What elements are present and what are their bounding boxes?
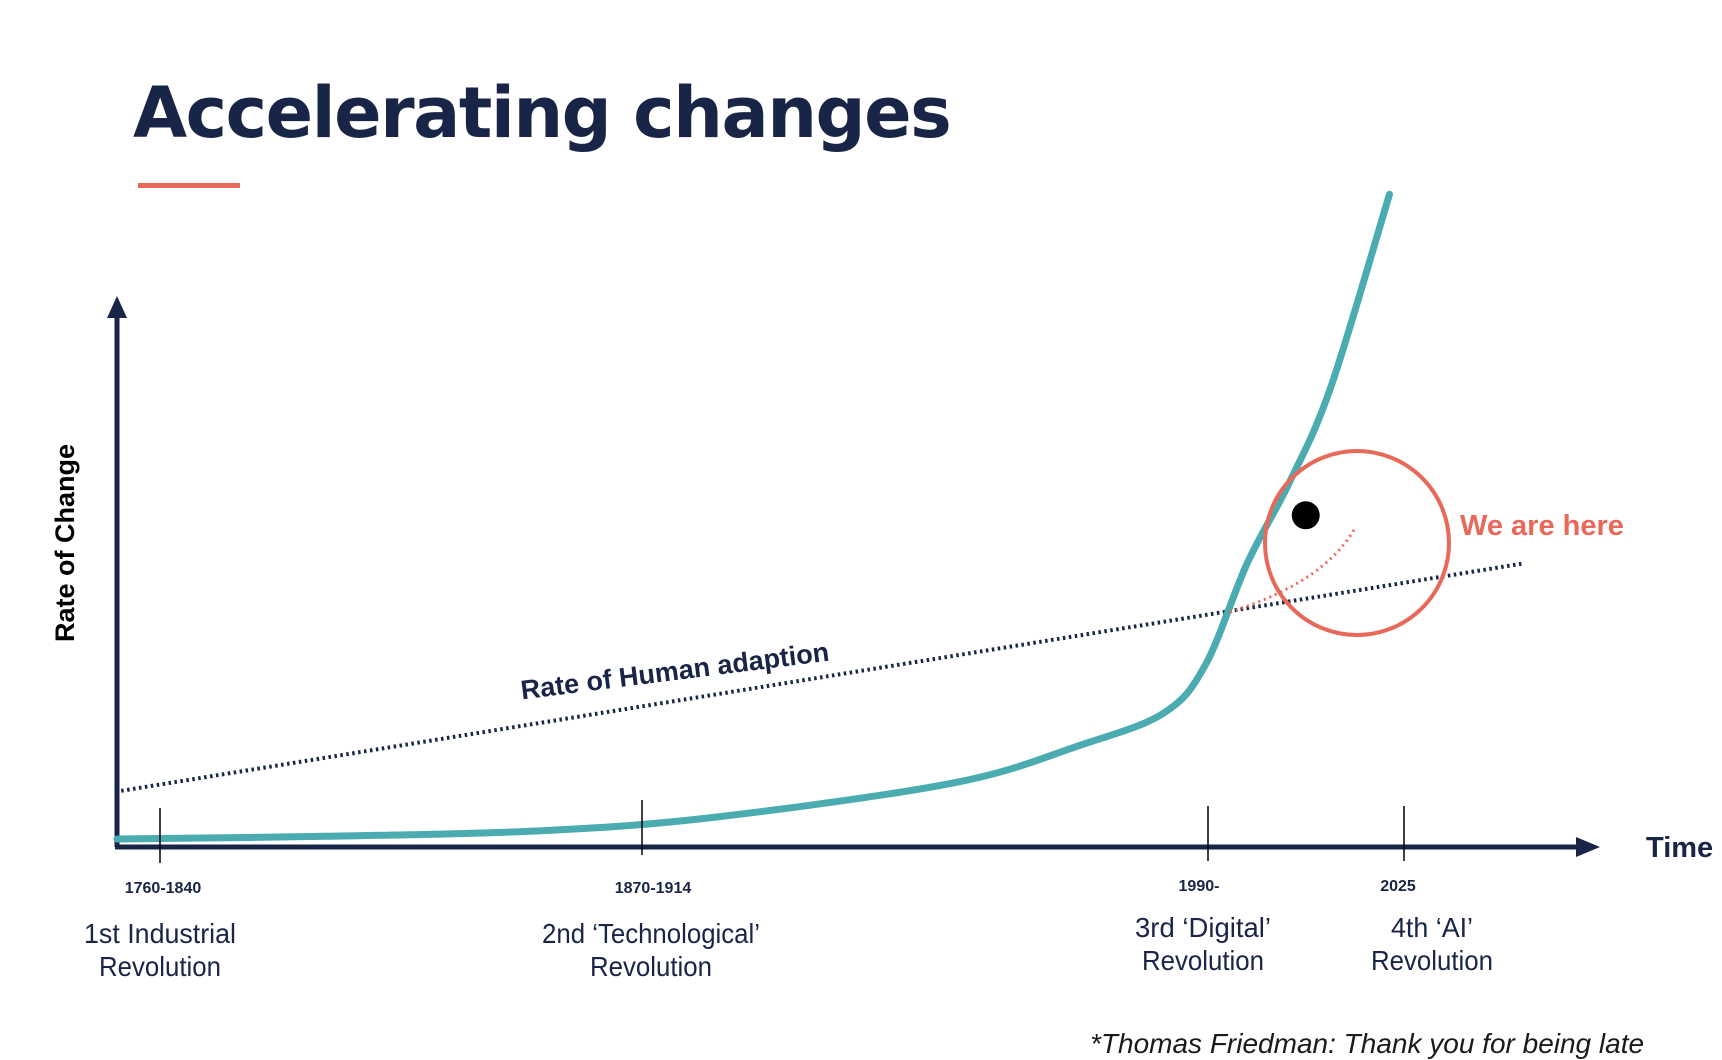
era-label: 3rd ‘Digital’ [1135,912,1271,943]
era-label: Revolution [590,951,712,982]
x-axis-arrow [1576,837,1600,857]
slide-title: Accelerating changes [133,72,952,154]
tick-date-label: 1990- [1179,878,1220,895]
we-are-here-dot [1291,501,1320,530]
era-label: Revolution [99,951,221,982]
tick-date-label: 2025 [1380,878,1416,895]
era-label: 4th ‘AI’ [1391,912,1473,943]
era-label: Revolution [1371,945,1493,976]
tick-date-label: 1870-1914 [615,880,692,897]
title-underline [138,183,240,188]
tick-date-label: 1760-1840 [125,880,202,897]
we-are-here-label: We are here [1460,510,1624,542]
y-axis-arrow [107,296,127,318]
human-adaption-label: Rate of Human adaption [519,637,831,706]
x-axis-title: Time [1646,832,1713,864]
we-are-here-ring [1263,449,1451,637]
y-axis-title: Rate of Change [50,444,80,642]
x-ticks: 1760-1840 1870-1914 1990- 2025 1st Indus… [84,800,1493,982]
era-label: 1st Industrial [84,918,236,949]
connector-dotted-line [1229,527,1357,614]
rate-of-change-curve [113,190,1393,843]
era-label: 2nd ‘Technological’ [542,918,760,949]
footnote: *Thomas Friedman: Thank you for being la… [1090,1028,1645,1059]
era-label: Revolution [1142,945,1264,976]
human-adaption-line [120,561,1524,793]
